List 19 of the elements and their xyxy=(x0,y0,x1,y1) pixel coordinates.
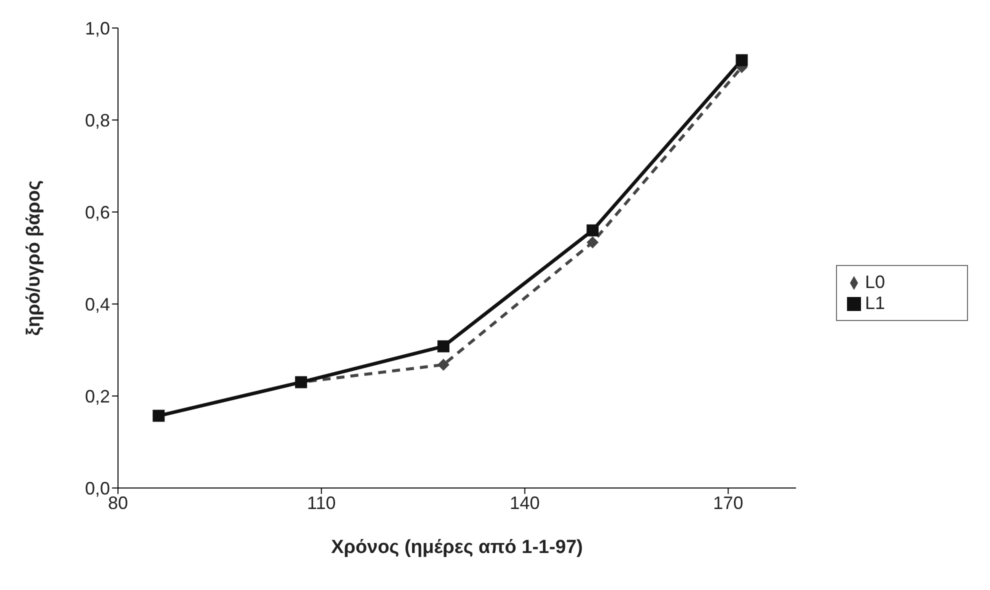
point xyxy=(437,358,450,371)
y-tick-label: 0,6 xyxy=(84,202,110,222)
x-tick-label: 80 xyxy=(108,492,128,513)
point xyxy=(437,340,450,352)
y-axis-title: ξηρό/υγρό βάρος xyxy=(24,180,45,336)
point xyxy=(586,224,599,236)
y-tick-label: 0,4 xyxy=(84,294,110,314)
y-tick-label: 0,2 xyxy=(84,386,110,406)
legend-label: L0 xyxy=(865,272,886,292)
point xyxy=(736,54,748,66)
y-tick-label: 0,8 xyxy=(84,110,110,130)
x-tick-label: 140 xyxy=(510,492,540,513)
y-tick-label: 1,0 xyxy=(84,18,110,38)
x-axis-title: Χρόνος (ημέρες από 1-1-97) xyxy=(331,537,583,558)
y-tick-label: 0,0 xyxy=(84,478,110,498)
x-tick-label: 170 xyxy=(713,492,744,513)
legend-label: L1 xyxy=(865,293,886,313)
point xyxy=(586,236,599,248)
x-tick-label: 110 xyxy=(307,492,336,513)
